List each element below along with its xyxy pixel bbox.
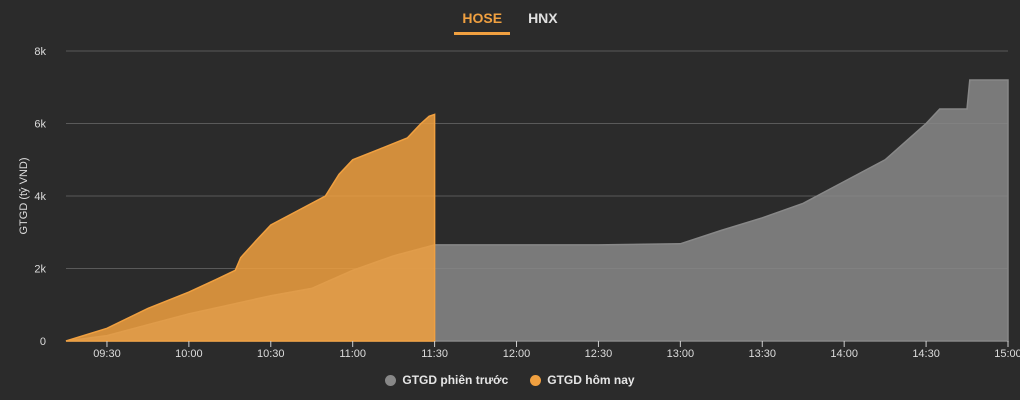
legend-label-today: GTGD hôm nay <box>547 373 635 387</box>
y-tick-label: 2k <box>34 264 46 276</box>
tab-hnx[interactable]: HNX <box>528 10 558 26</box>
area-today[interactable] <box>65 113 436 342</box>
x-tick-label: 11:30 <box>421 348 448 360</box>
x-tick-label: 09:30 <box>93 348 121 360</box>
legend-item-previous[interactable]: GTGD phiên trước <box>385 373 508 387</box>
x-tick-label: 15:00 <box>994 348 1020 360</box>
x-tick-label: 13:30 <box>748 348 776 360</box>
y-tick-label: 6k <box>34 119 46 131</box>
legend-label-previous: GTGD phiên trước <box>402 373 509 387</box>
legend: GTGD phiên trước GTGD hôm nay <box>0 373 1020 387</box>
x-tick-label: 12:00 <box>503 348 531 360</box>
x-tick-label: 14:00 <box>830 348 858 360</box>
tab-hose[interactable]: HOSE <box>454 6 511 35</box>
y-axis-label: GTGD (tỷ VND) <box>18 158 30 235</box>
x-tick-label: 13:00 <box>667 348 695 360</box>
series-areas <box>65 79 1009 342</box>
x-tick-label: 10:30 <box>257 348 285 360</box>
x-axis-ticks: 09:30 10:00 10:30 11:00 11:30 12:00 12:30 13:00… <box>93 341 1020 360</box>
y-axis-ticks: 0 2k 4k 6k 8k <box>34 46 46 348</box>
y-tick-label: 8k <box>34 46 46 58</box>
exchange-tabs: HOSE HNX <box>0 6 1020 35</box>
legend-marker-today <box>530 374 542 386</box>
y-tick-label: 0 <box>40 336 46 348</box>
y-tick-label: 4k <box>34 191 46 203</box>
legend-item-today[interactable]: GTGD hôm nay <box>530 373 635 387</box>
x-tick-label: 14:30 <box>912 348 940 360</box>
x-tick-label: 11:00 <box>339 348 366 360</box>
legend-marker-previous <box>385 374 397 386</box>
x-tick-label: 12:30 <box>585 348 613 360</box>
x-tick-label: 10:00 <box>175 348 203 360</box>
